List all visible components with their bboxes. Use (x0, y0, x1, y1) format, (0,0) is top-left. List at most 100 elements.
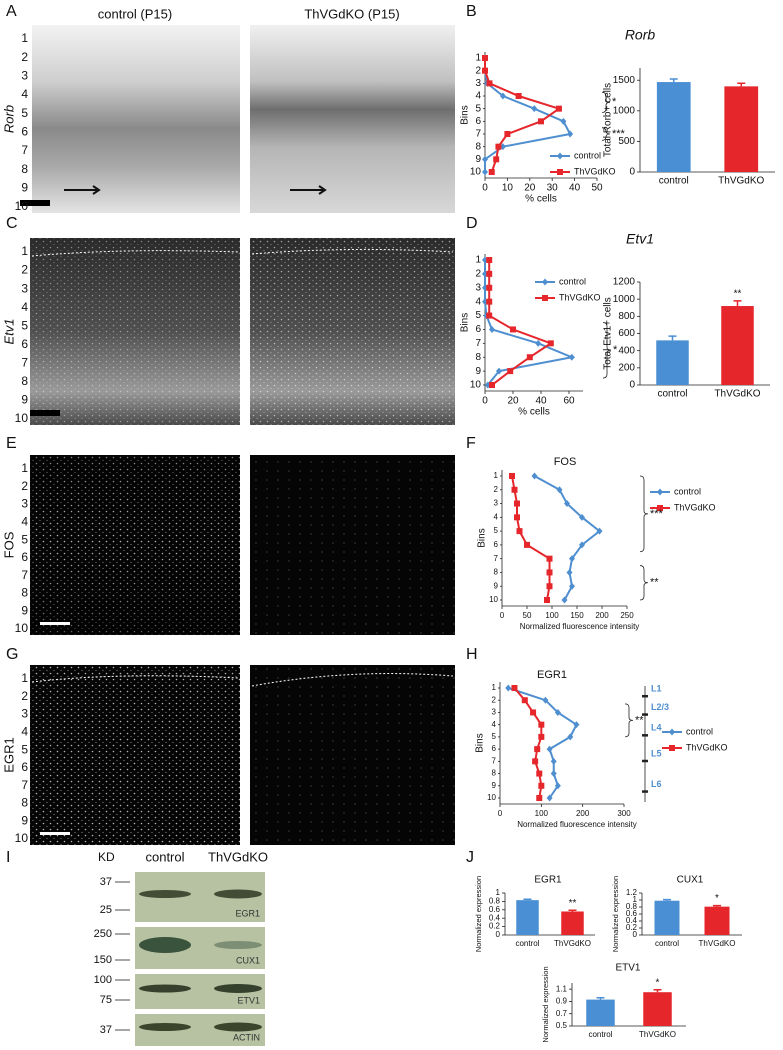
x-tick-label: 40 (569, 183, 581, 194)
bin-label: 3 (21, 69, 28, 83)
panel-letter: G (6, 646, 18, 663)
bin-label: 9 (21, 181, 28, 195)
y-tick-label: 10 (487, 793, 496, 802)
x-tick-label: 20 (507, 396, 519, 407)
y-axis-label: Bins (460, 105, 471, 124)
bin-label: 4 (21, 725, 28, 739)
x-tick-label: control (659, 176, 689, 187)
blot-label: EGR1 (235, 908, 260, 918)
bin-label: 2 (21, 689, 28, 703)
point (538, 118, 544, 125)
y-tick-label: 0.2 (489, 922, 501, 931)
point (546, 583, 553, 590)
bar (724, 86, 759, 172)
annotation: ** (569, 898, 577, 909)
y-tick-label: 1 (494, 471, 499, 480)
x-tick-label: control (655, 939, 679, 948)
point (579, 513, 585, 521)
x-tick-label: 100 (545, 611, 559, 620)
x-axis-label: Normalized fluorescence intensity (517, 820, 637, 829)
scale-bar (20, 200, 50, 206)
point (482, 168, 488, 176)
legend-label: control (686, 726, 713, 736)
bin-label: 1 (21, 671, 28, 685)
point (514, 500, 520, 507)
error-bar (523, 898, 532, 901)
y-axis-label: Total Etv1+ cells (603, 297, 614, 370)
point (531, 472, 538, 480)
x-tick-label: 0 (500, 611, 505, 620)
y-axis-label: Bins (477, 528, 488, 547)
marker-label: 37 (100, 876, 112, 888)
bin-label: 6 (21, 760, 28, 774)
annotation: * (613, 344, 618, 356)
point (555, 105, 562, 112)
point (482, 55, 488, 61)
y-tick-label: 2 (475, 65, 481, 76)
point (493, 156, 500, 163)
bin-label: 10 (15, 621, 29, 635)
legend-label: ThVGdKO (559, 292, 601, 302)
layer-label: L2/3 (651, 702, 669, 712)
legend-label: ThVGdKO (686, 742, 728, 752)
y-axis-label: Normalized expression (474, 876, 483, 952)
y-axis-label: Normalized expression (541, 966, 550, 1042)
marker-label: 75 (100, 994, 112, 1006)
y-tick-label: 3 (475, 78, 481, 89)
point (505, 684, 512, 692)
bar (561, 911, 584, 935)
y-tick-label: 6 (475, 324, 481, 335)
bin-label: 2 (21, 479, 28, 493)
point (538, 782, 545, 789)
y-tick-label: 0.6 (489, 905, 501, 914)
panel-letter: H (466, 646, 478, 663)
y-tick-label: 400 (618, 345, 635, 356)
bin-label: 5 (21, 318, 28, 332)
point (486, 270, 493, 277)
bin-label: 7 (21, 568, 28, 582)
x-axis-label: Normalized fluorescence intensity (520, 622, 640, 631)
y-tick-label: 4 (475, 296, 481, 307)
annotation: * (715, 893, 719, 904)
bin-label: 6 (21, 550, 28, 564)
annotation: * (612, 96, 617, 108)
blot-band (214, 941, 262, 949)
point (514, 514, 520, 521)
legend-marker (557, 169, 563, 175)
y-tick-label: 5 (494, 526, 499, 535)
x-tick-label: 0 (482, 183, 488, 194)
x-tick-label: ThVGdKO (639, 1030, 676, 1039)
x-axis-label: % cells (525, 194, 557, 205)
pial-line (31, 248, 454, 257)
y-tick-label: 500 (618, 136, 635, 147)
point (579, 541, 585, 549)
annotation: *** (612, 128, 626, 140)
bracket (624, 703, 634, 738)
y-tick-label: 6 (494, 540, 499, 549)
panel-letter: J (466, 849, 474, 866)
y-tick-label: 7 (475, 338, 481, 349)
y-tick-label: 9 (492, 781, 497, 790)
bracket (602, 322, 612, 379)
bar (643, 992, 672, 1026)
y-tick-label: 0.7 (556, 1009, 568, 1018)
micrograph-texture (250, 238, 455, 425)
point (489, 382, 495, 388)
x-tick-label: control (588, 1030, 612, 1039)
x-tick-label: 250 (620, 611, 634, 620)
point (560, 117, 567, 125)
bin-label: 9 (21, 393, 28, 407)
blot-band (214, 1022, 262, 1032)
y-tick-label: 600 (618, 328, 635, 339)
y-tick-label: 4 (492, 720, 497, 729)
x-tick-label: control (657, 389, 687, 400)
chart-title: EGR1 (534, 875, 562, 886)
point (534, 746, 541, 753)
y-tick-label: 0.4 (489, 913, 501, 922)
bin-label: 2 (21, 50, 28, 64)
point (482, 155, 488, 163)
column-title: ThVGdKO (208, 849, 268, 864)
bin-label: 4 (21, 87, 28, 101)
point (567, 130, 574, 138)
point (496, 367, 502, 375)
